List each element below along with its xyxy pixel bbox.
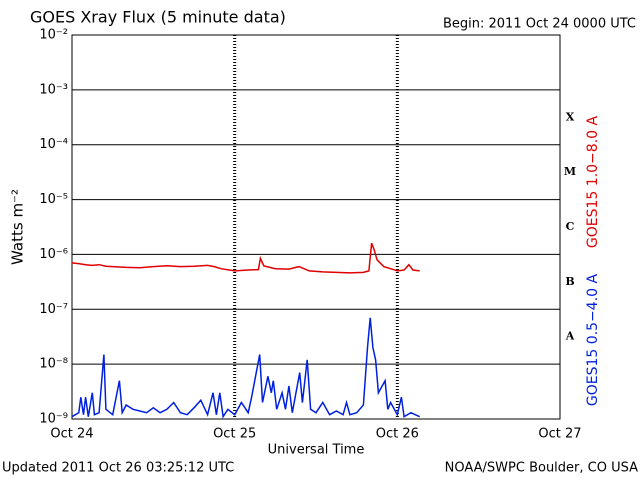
y-axis-label: Watts m⁻²: [9, 189, 27, 265]
subtitle: Begin: 2011 Oct 24 0000 UTC: [443, 17, 636, 32]
series-line: [71, 242, 420, 274]
plot-frame: [71, 34, 561, 420]
chart-title: GOES Xray Flux (5 minute data): [30, 8, 286, 27]
y-tick-label: 10⁻⁶: [39, 247, 68, 262]
x-tick-label: Oct 24: [50, 427, 93, 442]
legend-label: GOES15 1.0−8.0 A: [585, 116, 601, 249]
class-label: X: [566, 110, 575, 123]
y-tick-label: 10⁻⁸: [39, 357, 68, 372]
y-tick-label: 10⁻²: [39, 28, 68, 43]
y-tick-label: 10⁻³: [39, 82, 68, 97]
x-tick-label: Oct 27: [538, 427, 581, 442]
class-label: A: [565, 330, 575, 343]
y-tick-label: 10⁻⁹: [39, 412, 68, 427]
footer-left: Updated 2011 Oct 26 03:25:12 UTC: [2, 461, 234, 476]
y-tick-label: 10⁻⁷: [39, 302, 68, 317]
class-label: C: [566, 220, 575, 233]
x-tick-label: Oct 25: [213, 427, 256, 442]
class-label: B: [565, 275, 574, 288]
x-axis-label: Universal Time: [268, 443, 365, 458]
footer-right: NOAA/SWPC Boulder, CO USA: [445, 461, 638, 476]
x-tick-label: Oct 26: [376, 427, 419, 442]
legend-label: GOES15 0.5−4.0 A: [585, 274, 601, 407]
series-line: [71, 317, 421, 419]
y-tick-label: 10⁻⁴: [39, 137, 68, 152]
class-label: M: [564, 165, 576, 178]
y-tick-label: 10⁻⁵: [39, 192, 68, 207]
